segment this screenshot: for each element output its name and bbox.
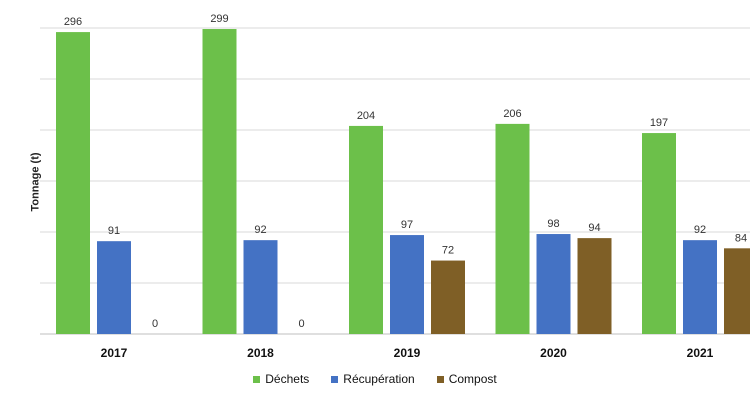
bar-dechets-2018 [202,29,237,335]
legend-swatch-compost [436,375,444,383]
x-tick-label-2021: 2021 [687,346,714,360]
legend-label-dechets: Déchets [265,372,310,386]
legend-label-recuperation: Récupération [343,372,415,386]
data-label-dechets-2021: 197 [650,117,668,129]
bar-dechets-2021 [642,133,676,334]
data-label-dechets-2020: 206 [503,108,521,120]
legend: Déchets Récupération Compost [0,372,750,386]
legend-item-recuperation: Récupération [331,372,415,386]
legend-label-compost: Compost [448,372,497,386]
data-label-recuperation-2019: 97 [401,219,413,231]
legend-swatch-recuperation [331,375,339,383]
data-label-compost-2020: 94 [588,222,600,234]
data-label-compost-2021: 84 [735,232,747,244]
bar-compost-2020 [577,238,612,334]
data-label-dechets-2019: 204 [357,110,375,122]
bar-dechets-2020 [495,123,530,334]
data-label-recuperation-2020: 98 [547,218,559,230]
data-label-compost-2019: 72 [442,245,454,257]
x-tick-label-2018: 2018 [247,346,274,360]
x-tick-label-2020: 2020 [540,346,567,360]
legend-swatch-dechets [253,375,261,383]
x-tick-label-2019: 2019 [394,346,421,360]
data-label-compost-2018: 0 [298,318,304,330]
bar-recuperation-2021 [683,240,717,334]
bar-recuperation-2019 [390,235,424,334]
y-axis-label: Tonnage (t) [29,152,42,212]
bar-dechets-2019 [349,125,383,334]
data-label-dechets-2017: 296 [64,16,82,28]
data-label-recuperation-2021: 92 [694,224,706,236]
data-label-recuperation-2017: 91 [108,225,120,237]
data-label-dechets-2018: 299 [210,13,228,25]
bar-recuperation-2020 [536,234,571,334]
bar-dechets-2017 [56,32,90,335]
data-label-recuperation-2018: 92 [254,224,266,236]
bar-compost-2019 [431,260,465,334]
data-label-compost-2017: 0 [152,318,158,330]
bar-recuperation-2017 [97,241,131,334]
legend-item-dechets: Déchets [253,372,309,386]
x-tick-label-2017: 2017 [101,346,128,360]
bar-compost-2021 [724,248,750,334]
legend-item-compost: Compost [436,372,497,386]
bar-recuperation-2018 [243,240,278,334]
